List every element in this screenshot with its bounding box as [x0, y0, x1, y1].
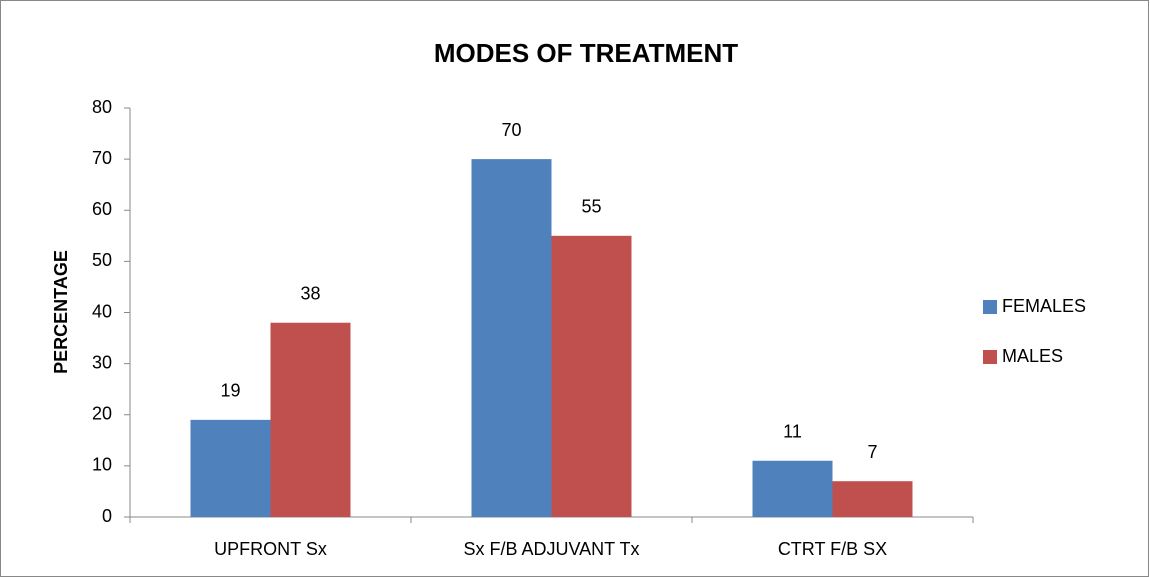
- data-label: 11: [783, 422, 802, 442]
- data-label: 38: [300, 283, 320, 303]
- y-tick-label: 70: [92, 148, 112, 168]
- data-label: 7: [867, 442, 877, 462]
- data-label: 70: [501, 120, 521, 140]
- bar: [551, 235, 632, 517]
- bar: [752, 460, 833, 517]
- bar: [832, 481, 913, 517]
- y-tick-label: 50: [92, 250, 112, 270]
- y-tick-label: 0: [102, 506, 112, 526]
- legend-swatch: [983, 350, 997, 364]
- data-label: 55: [581, 197, 601, 217]
- y-tick-label: 40: [92, 301, 112, 321]
- bar: [270, 322, 351, 517]
- legend-label: FEMALES: [1002, 296, 1086, 316]
- y-tick-label: 10: [92, 455, 112, 475]
- x-tick-label: UPFRONT Sx: [214, 539, 327, 559]
- x-tick-label: CTRT F/B SX: [778, 539, 887, 559]
- x-tick-label: Sx F/B ADJUVANT Tx: [463, 539, 639, 559]
- y-tick-label: 30: [92, 352, 112, 372]
- bar: [190, 419, 271, 517]
- y-tick-label: 60: [92, 199, 112, 219]
- bar: [471, 159, 552, 517]
- y-tick-label: 80: [92, 97, 112, 117]
- legend-label: MALES: [1002, 346, 1063, 366]
- legend-swatch: [983, 300, 997, 314]
- y-axis-label: PERCENTAGE: [51, 250, 71, 374]
- chart-title: MODES OF TREATMENT: [434, 38, 738, 68]
- y-tick-label: 20: [92, 404, 112, 424]
- data-label: 19: [220, 381, 240, 401]
